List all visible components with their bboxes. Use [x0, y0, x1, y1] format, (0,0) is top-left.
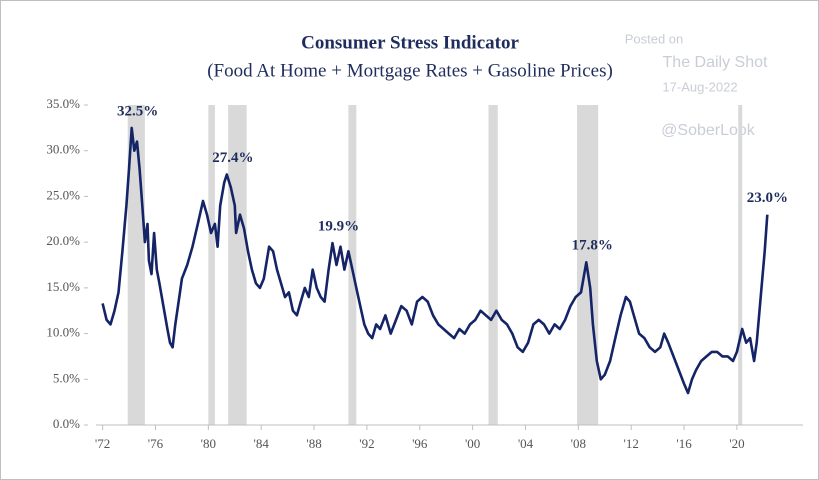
x-tick-label: '88 — [306, 436, 321, 451]
annotation: 23.0% — [747, 190, 788, 206]
y-tick-label: 10.0% — [46, 325, 80, 340]
y-tick-label: 35.0% — [46, 96, 80, 111]
y-tick-label: 30.0% — [46, 142, 80, 157]
line-series — [101, 126, 769, 395]
chart-title: Consumer Stress Indicator — [301, 32, 519, 53]
watermark: @SoberLook — [661, 122, 756, 139]
x-tick-label: '08 — [571, 436, 586, 451]
recession-band — [208, 105, 215, 425]
chart-subtitle: (Food At Home + Mortgage Rates + Gasolin… — [207, 60, 613, 81]
x-tick-label: '00 — [465, 436, 480, 451]
y-tick-label: 0.0% — [53, 416, 80, 431]
annotation: 32.5% — [117, 103, 158, 119]
x-tick-label: '80 — [201, 436, 216, 451]
annotation: 17.8% — [572, 238, 613, 254]
x-tick-label: '72 — [95, 436, 110, 451]
x-tick-label: '84 — [254, 436, 270, 451]
watermark: 17-Aug-2022 — [662, 79, 737, 94]
x-tick-label: '96 — [412, 436, 428, 451]
x-tick-label: '92 — [359, 436, 374, 451]
y-tick-label: 5.0% — [53, 370, 80, 385]
recession-band — [488, 105, 498, 425]
y-tick-label: 25.0% — [46, 187, 80, 202]
recession-band — [228, 105, 247, 425]
y-tick-label: 20.0% — [46, 233, 80, 248]
x-tick-label: '20 — [729, 436, 744, 451]
annotation: 27.4% — [212, 150, 253, 166]
watermark: Posted on — [625, 31, 684, 46]
x-tick-label: '16 — [676, 436, 692, 451]
x-tick-label: '12 — [624, 436, 639, 451]
recession-band — [738, 105, 743, 425]
y-tick-label: 15.0% — [46, 279, 80, 294]
x-tick-label: '76 — [148, 436, 164, 451]
x-tick-label: '04 — [518, 436, 534, 451]
annotation: 19.9% — [318, 218, 359, 234]
watermark: The Daily Shot — [663, 54, 768, 71]
